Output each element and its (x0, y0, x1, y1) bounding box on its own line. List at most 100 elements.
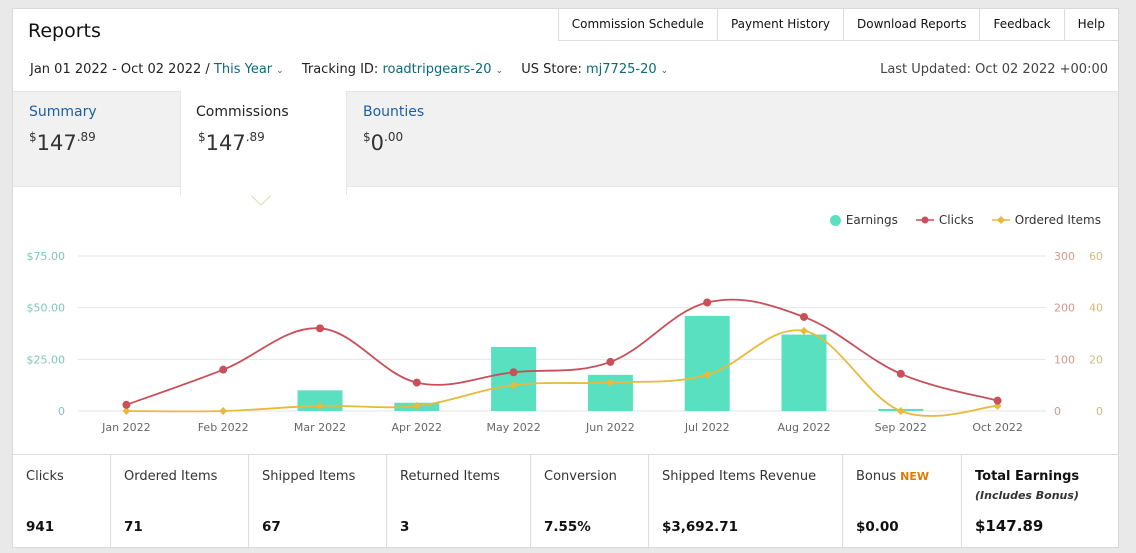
x-tick-label: Mar 2022 (294, 421, 346, 434)
ordered-items-point (703, 370, 712, 379)
stat-label: Clicks (26, 469, 64, 484)
x-tick-label: Oct 2022 (972, 421, 1023, 434)
stat-total-earnings: Total Earnings (Includes Bonus) $147.89 (962, 455, 1118, 549)
stat-label: Ordered Items (124, 469, 218, 484)
nav-commission-schedule[interactable]: Commission Schedule (559, 9, 718, 40)
legend-earnings[interactable]: Earnings (829, 213, 898, 227)
clicks-point (800, 312, 808, 321)
clicks-point (993, 396, 1002, 405)
chevron-down-icon[interactable]: ⌄ (660, 66, 669, 76)
stat-value: 67 (262, 519, 281, 535)
clicks-point (316, 324, 324, 333)
legend-clicks[interactable]: Clicks (915, 213, 974, 227)
tab-bounties[interactable]: Bounties $0.00 (363, 92, 513, 186)
nav-payment-history[interactable]: Payment History (718, 9, 844, 40)
tab-summary-value: $147.89 (29, 130, 96, 155)
y3-tick-label: 0 (1096, 405, 1103, 418)
chart-legend: Earnings Clicks Ordered Items (829, 213, 1101, 227)
tab-summary[interactable]: Summary $147.89 (29, 92, 179, 186)
date-range-text: Jan 01 2022 - Oct 02 2022 / (30, 62, 214, 77)
tracking-id-filter[interactable]: Tracking ID: roadtripgears-20 ⌄ (302, 62, 517, 77)
stat-label: Total Earnings (975, 469, 1080, 484)
earnings-bar (491, 346, 537, 411)
ordered-items-point (896, 407, 905, 415)
y-tick-label: $75.00 (27, 250, 66, 263)
nav-help[interactable]: Help (1077, 17, 1105, 31)
stats-row: Clicks 941 Ordered Items 71 Shipped Items 6… (13, 454, 1118, 549)
y-tick-label: 0 (58, 405, 65, 418)
x-tick-label: Jun 2022 (585, 421, 635, 434)
stat-value: $0.00 (856, 519, 899, 535)
chevron-down-icon[interactable]: ⌄ (495, 66, 504, 76)
reports-card: Reports Commission Schedule Payment Hist… (12, 8, 1119, 549)
ordered-items-point (412, 401, 421, 410)
page-title: Reports (28, 20, 101, 42)
stat-value: 7.55% (544, 519, 591, 535)
chevron-down-icon[interactable]: ⌄ (276, 66, 284, 76)
x-tick-label: Feb 2022 (198, 421, 249, 434)
x-tick-label: Jan 2022 (101, 421, 150, 434)
clicks-point (896, 369, 905, 378)
y3-tick-label: 40 (1089, 302, 1103, 315)
y2-tick-label: 100 (1054, 353, 1075, 366)
date-range-filter[interactable]: Jan 01 2022 - Oct 02 2022 / This Year ⌄ (30, 62, 298, 77)
ordered-items-point (993, 401, 1002, 410)
tab-summary-label: Summary (29, 104, 97, 120)
store-value[interactable]: mj7725-20 (586, 62, 657, 77)
tab-bounties-label: Bounties (363, 104, 425, 120)
stat-sublabel: (Includes Bonus) (975, 489, 1079, 502)
date-preset-link[interactable]: This Year (213, 62, 273, 77)
stat-shipped-items: Shipped Items 67 (249, 455, 387, 549)
earnings-dot-icon (829, 214, 841, 226)
nav-feedback[interactable]: Feedback (980, 9, 1065, 40)
x-tick-label: Aug 2022 (778, 421, 831, 434)
stat-value: $147.89 (975, 517, 1044, 535)
tracking-id-value[interactable]: roadtripgears-20 (382, 62, 492, 77)
clicks-point (703, 298, 712, 307)
stat-value: $3,692.71 (662, 519, 739, 535)
y2-tick-label: 300 (1054, 250, 1075, 263)
nav-download-reports[interactable]: Download Reports (844, 9, 981, 40)
y3-tick-label: 20 (1089, 353, 1103, 366)
tab-commissions[interactable]: Commissions $147.89 (180, 91, 347, 195)
stat-value: 3 (400, 519, 410, 535)
tab-commissions-value: $147.89 (198, 130, 265, 155)
earnings-bar (684, 315, 730, 411)
stat-label: Shipped Items (262, 469, 356, 484)
stat-label: Bonus NEW (856, 469, 929, 484)
clicks-point (122, 400, 131, 409)
stat-value: 71 (124, 519, 143, 535)
clicks-point (219, 365, 228, 374)
y-tick-label: $50.00 (27, 302, 66, 315)
x-tick-label: May 2022 (486, 421, 540, 434)
ordered-items-line (126, 329, 998, 417)
stat-bonus: Bonus NEW $0.00 (843, 455, 962, 549)
stat-label: Shipped Items Revenue (662, 469, 817, 484)
new-badge: NEW (900, 470, 929, 483)
ordered-items-point (606, 378, 615, 387)
stat-shipped-revenue: Shipped Items Revenue $3,692.71 (649, 455, 843, 549)
stat-label: Conversion (544, 469, 617, 484)
store-label: US Store: (521, 62, 587, 77)
y3-tick-label: 60 (1089, 250, 1103, 263)
tab-commissions-label: Commissions (196, 104, 289, 120)
ordered-items-point (800, 326, 808, 335)
ordered-marker-icon (991, 216, 1010, 224)
stat-ordered-items: Ordered Items 71 (111, 455, 249, 549)
last-updated: Last Updated: Oct 02 2022 +00:00 (880, 62, 1108, 77)
y2-tick-label: 200 (1054, 302, 1075, 315)
stat-conversion: Conversion 7.55% (531, 455, 649, 549)
legend-ordered-items[interactable]: Ordered Items (991, 213, 1101, 227)
stat-clicks: Clicks 941 (13, 455, 111, 549)
earnings-bar (781, 334, 827, 411)
top-nav: Commission Schedule Payment History Down… (557, 9, 1118, 41)
clicks-point (412, 378, 421, 387)
filter-bar: Jan 01 2022 - Oct 02 2022 / This Year ⌄ T… (30, 62, 682, 77)
store-filter[interactable]: US Store: mj7725-20 ⌄ (521, 62, 682, 77)
report-tabs: Summary $147.89 Commissions $147.89 Boun… (13, 91, 1118, 195)
x-tick-label: Apr 2022 (392, 421, 443, 434)
ordered-items-point (219, 407, 228, 415)
clicks-point (509, 368, 518, 377)
stat-label: Returned Items (400, 469, 500, 484)
stat-returned-items: Returned Items 3 (387, 455, 531, 549)
